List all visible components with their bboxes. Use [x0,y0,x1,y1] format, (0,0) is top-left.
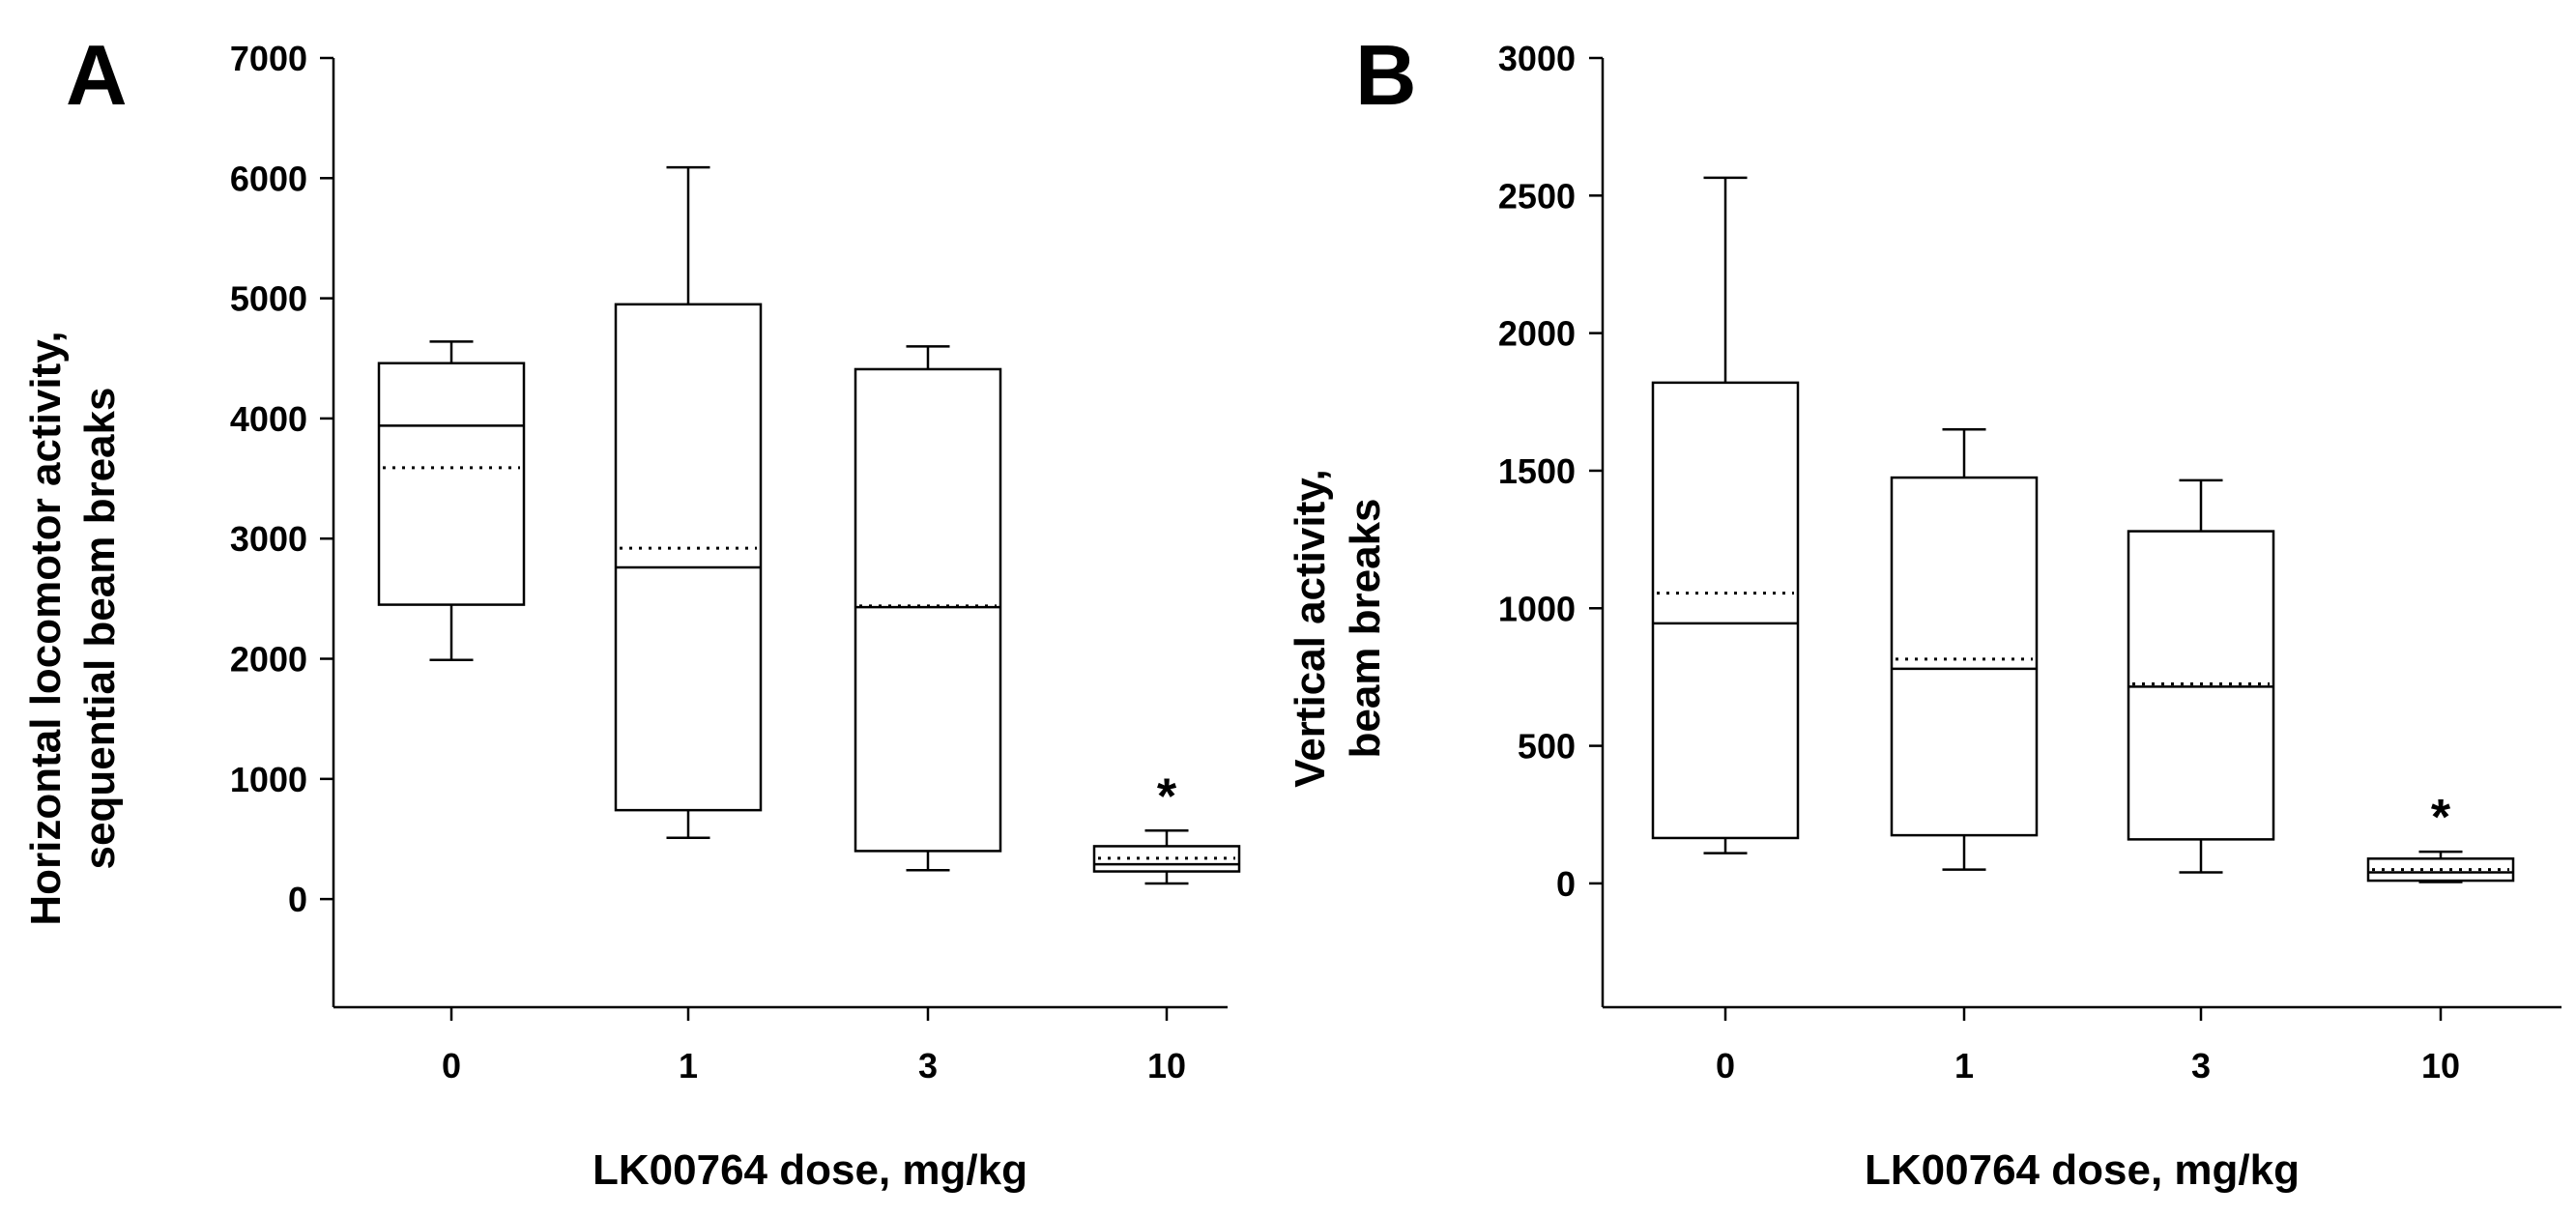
panel-a-y-axis-title: Horizontal locomotor activity, [22,331,70,925]
panel-b-box [1651,381,1800,840]
panel-b-y-axis-title: Vertical activity, [1287,469,1334,787]
panel-a-y-tick-label: 4000 [230,399,307,439]
panel-b-x-tick-label: 1 [1954,1046,1974,1086]
panel-b-letter: B [1355,27,1417,123]
panel-b-x-tick-label: 3 [2191,1046,2211,1086]
panel-a-significance-star: * [1157,768,1177,825]
panel-a-y-tick-label: 5000 [230,279,307,319]
panel-b-x-tick-label: 10 [2421,1046,2460,1086]
panel-b-y-tick-label: 500 [1518,727,1576,767]
panel-b-significance-star: * [2431,790,2451,846]
panel-a-x-tick-label: 10 [1147,1046,1186,1086]
panel-b-y-tick-label: 1500 [1498,451,1576,491]
panel-b-box [1890,476,2039,837]
panel-b-y-tick-label: 2000 [1498,314,1576,354]
panel-a-x-tick-label: 1 [679,1046,698,1086]
panel-b-x-tick-label: 0 [1716,1046,1735,1086]
panel-a-y-tick-label: 1000 [230,760,307,799]
panel-a-y-tick-label: 2000 [230,640,307,680]
panel-a-box [614,303,763,812]
panel-b-x-axis-title: LK00764 dose, mg/kg [1865,1146,2300,1194]
panel-a-y-tick-label: 0 [288,880,307,919]
panel-a-letter: A [66,27,128,123]
panel-b-y-axis-title: beam breaks [1342,498,1389,758]
panel-b-y-tick-label: 2500 [1498,176,1576,216]
panel-a-x-tick-label: 0 [442,1046,461,1086]
panel-b-y-tick-label: 0 [1556,864,1576,904]
panel-a-box [377,362,526,606]
panel-a-x-axis-title: LK00764 dose, mg/kg [593,1146,1028,1194]
panel-a-y-tick-label: 7000 [230,39,307,78]
panel-a-x-tick-label: 3 [918,1046,938,1086]
panel-b-y-tick-label: 1000 [1498,589,1576,628]
panel-b-y-tick-label: 3000 [1498,39,1576,78]
panel-a-box [854,367,1002,853]
panel-a-y-axis-title: sequential beam breaks [76,388,124,870]
panel-a-y-tick-label: 6000 [230,159,307,198]
panel-a-y-tick-label: 3000 [230,519,307,559]
